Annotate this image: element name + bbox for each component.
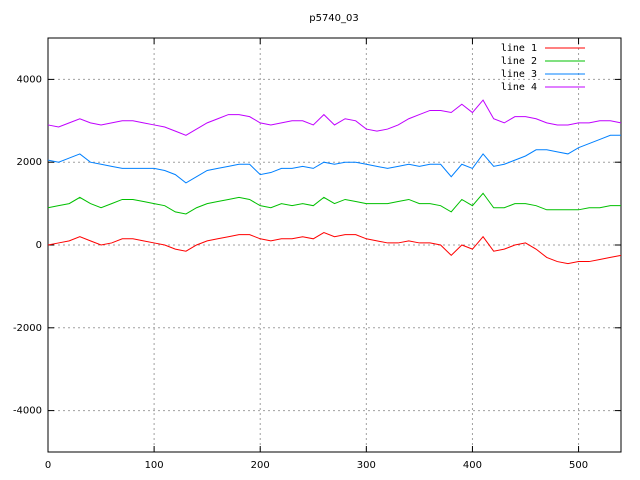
series-line	[47, 134, 621, 184]
x-tick-label: 100	[145, 460, 164, 471]
legend-label: line 4	[501, 82, 537, 93]
x-tick-label: 0	[45, 460, 51, 471]
x-tick-label: 200	[251, 460, 270, 471]
y-tick-label: 0	[36, 240, 42, 251]
legend: line 1 line 2 line 3 line 4	[501, 43, 585, 93]
x-tick-label: 500	[569, 460, 588, 471]
y-tick-label: -4000	[13, 406, 42, 417]
legend-label: line 3	[501, 69, 537, 80]
series-line	[47, 192, 621, 215]
x-tick-label: 300	[357, 460, 376, 471]
y-tick-label: -2000	[13, 323, 42, 334]
y-tick-label: 4000	[17, 74, 42, 85]
series-line	[47, 232, 622, 265]
legend-label: line 2	[501, 56, 537, 67]
chart-title: p5740_03	[309, 13, 359, 24]
x-tick-label: 400	[463, 460, 482, 471]
legend-label: line 1	[501, 43, 537, 54]
series-line	[47, 99, 622, 136]
y-tick-label: 2000	[17, 157, 42, 168]
